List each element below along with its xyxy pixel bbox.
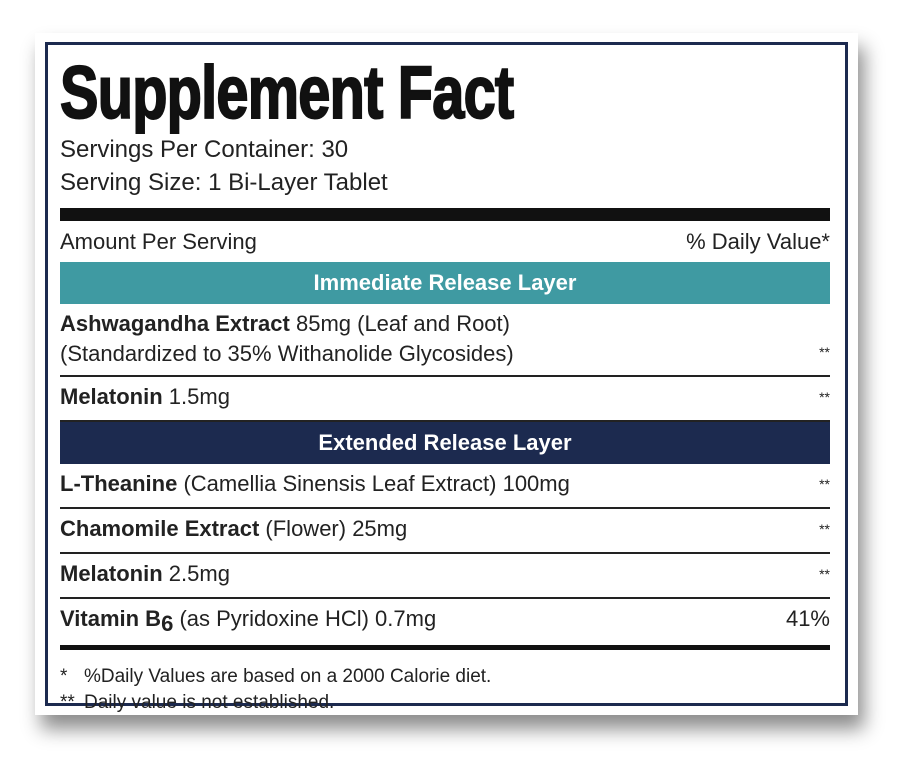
footnote-mark: ** — [60, 692, 75, 713]
ingredient-row: Ashwagandha Extract 85mg (Leaf and Root)… — [60, 304, 830, 377]
amount-header: Amount Per Serving — [60, 228, 257, 254]
label-content: Supplement Fact Servings Per Container: … — [59, 45, 830, 716]
footnote: ** Daily value is not established. — [60, 690, 830, 716]
daily-value: ** — [819, 389, 830, 405]
footnote-text: %Daily Values are based on a 2000 Calori… — [84, 666, 492, 687]
ingredient-text: Vitamin B6 (as Pyridoxine HCl) 0.7mg — [60, 604, 436, 639]
ingredient-row: L-Theanine (Camellia Sinensis Leaf Extra… — [60, 464, 830, 509]
daily-value: ** — [819, 344, 830, 360]
ingredient-text: Melatonin 1.5mg — [60, 382, 230, 414]
ingredient-detail: (as Pyridoxine HCl) 0.7mg — [179, 606, 437, 631]
daily-value: 41% — [785, 606, 830, 631]
ingredient-detail: 85mg (Leaf and Root) — [295, 311, 510, 336]
ingredient-name: Melatonin — [60, 384, 163, 409]
ingredient-detail: 2.5mg — [168, 561, 230, 586]
ingredient-text: Melatonin 2.5mg — [60, 559, 230, 591]
label-card: Supplement Fact Servings Per Container: … — [35, 33, 858, 715]
ingredient-row: Melatonin 2.5mg ** — [60, 554, 830, 599]
ingredient-line: L-Theanine (Camellia Sinensis Leaf Extra… — [60, 469, 570, 499]
ingredient-row: Melatonin 1.5mg ** — [60, 377, 830, 422]
ingredient-detail: (Flower) 25mg — [265, 516, 408, 541]
column-header: Amount Per Serving % Daily Value* — [60, 221, 830, 262]
ingredient-name: Melatonin — [60, 561, 163, 586]
section-band: Immediate Release Layer — [60, 262, 830, 304]
footnote: * %Daily Values are based on a 2000 Calor… — [60, 664, 830, 690]
ingredient-line: Vitamin B6 (as Pyridoxine HCl) 0.7mg — [60, 604, 436, 639]
title: Supplement Fact — [59, 51, 515, 134]
ingredient-detail: (Camellia Sinensis Leaf Extract) 100mg — [183, 471, 570, 496]
footnote-text: Daily value is not established. — [84, 692, 335, 713]
footnote-mark: * — [60, 666, 68, 687]
servings: Servings Per Container: 30 — [60, 136, 349, 163]
daily-value: ** — [819, 566, 830, 582]
thick-rule — [60, 208, 830, 221]
ingredient-text: Chamomile Extract (Flower) 25mg — [60, 514, 407, 546]
ingredient-line: Ashwagandha Extract 85mg (Leaf and Root) — [60, 309, 514, 339]
section-band: Extended Release Layer — [60, 422, 830, 464]
serving-size: Serving Size: 1 Bi-Layer Tablet — [60, 169, 388, 196]
ingredient-line: Melatonin 2.5mg — [60, 559, 230, 589]
ingredient-name: Vitamin B — [60, 606, 162, 631]
ingredient-detail-2: (Standardized to 35% Withanolide Glycosi… — [60, 341, 514, 366]
ingredient-text: Ashwagandha Extract 85mg (Leaf and Root)… — [60, 309, 514, 369]
ingredient-line: Melatonin 1.5mg — [60, 382, 230, 412]
ingredient-detail: 1.5mg — [168, 384, 230, 409]
subscript: 6 — [161, 611, 174, 636]
ingredient-name: Ashwagandha Extract — [60, 311, 290, 336]
label-frame: Supplement Fact Servings Per Container: … — [45, 42, 848, 713]
sections: Immediate Release Layer Ashwagandha Extra… — [60, 262, 830, 650]
ingredient-row: Vitamin B6 (as Pyridoxine HCl) 0.7mg 41% — [60, 599, 830, 650]
ingredient-name: L-Theanine — [60, 471, 178, 496]
daily-value: ** — [819, 476, 830, 492]
ingredient-line: Chamomile Extract (Flower) 25mg — [60, 514, 407, 544]
ingredient-name: Chamomile Extract — [60, 516, 260, 541]
ingredient-text: L-Theanine (Camellia Sinensis Leaf Extra… — [60, 469, 570, 501]
dv-header: % Daily Value* — [686, 228, 830, 254]
footnotes: * %Daily Values are based on a 2000 Calor… — [60, 664, 830, 716]
ingredient-row: Chamomile Extract (Flower) 25mg ** — [60, 509, 830, 554]
daily-value: ** — [819, 521, 830, 537]
